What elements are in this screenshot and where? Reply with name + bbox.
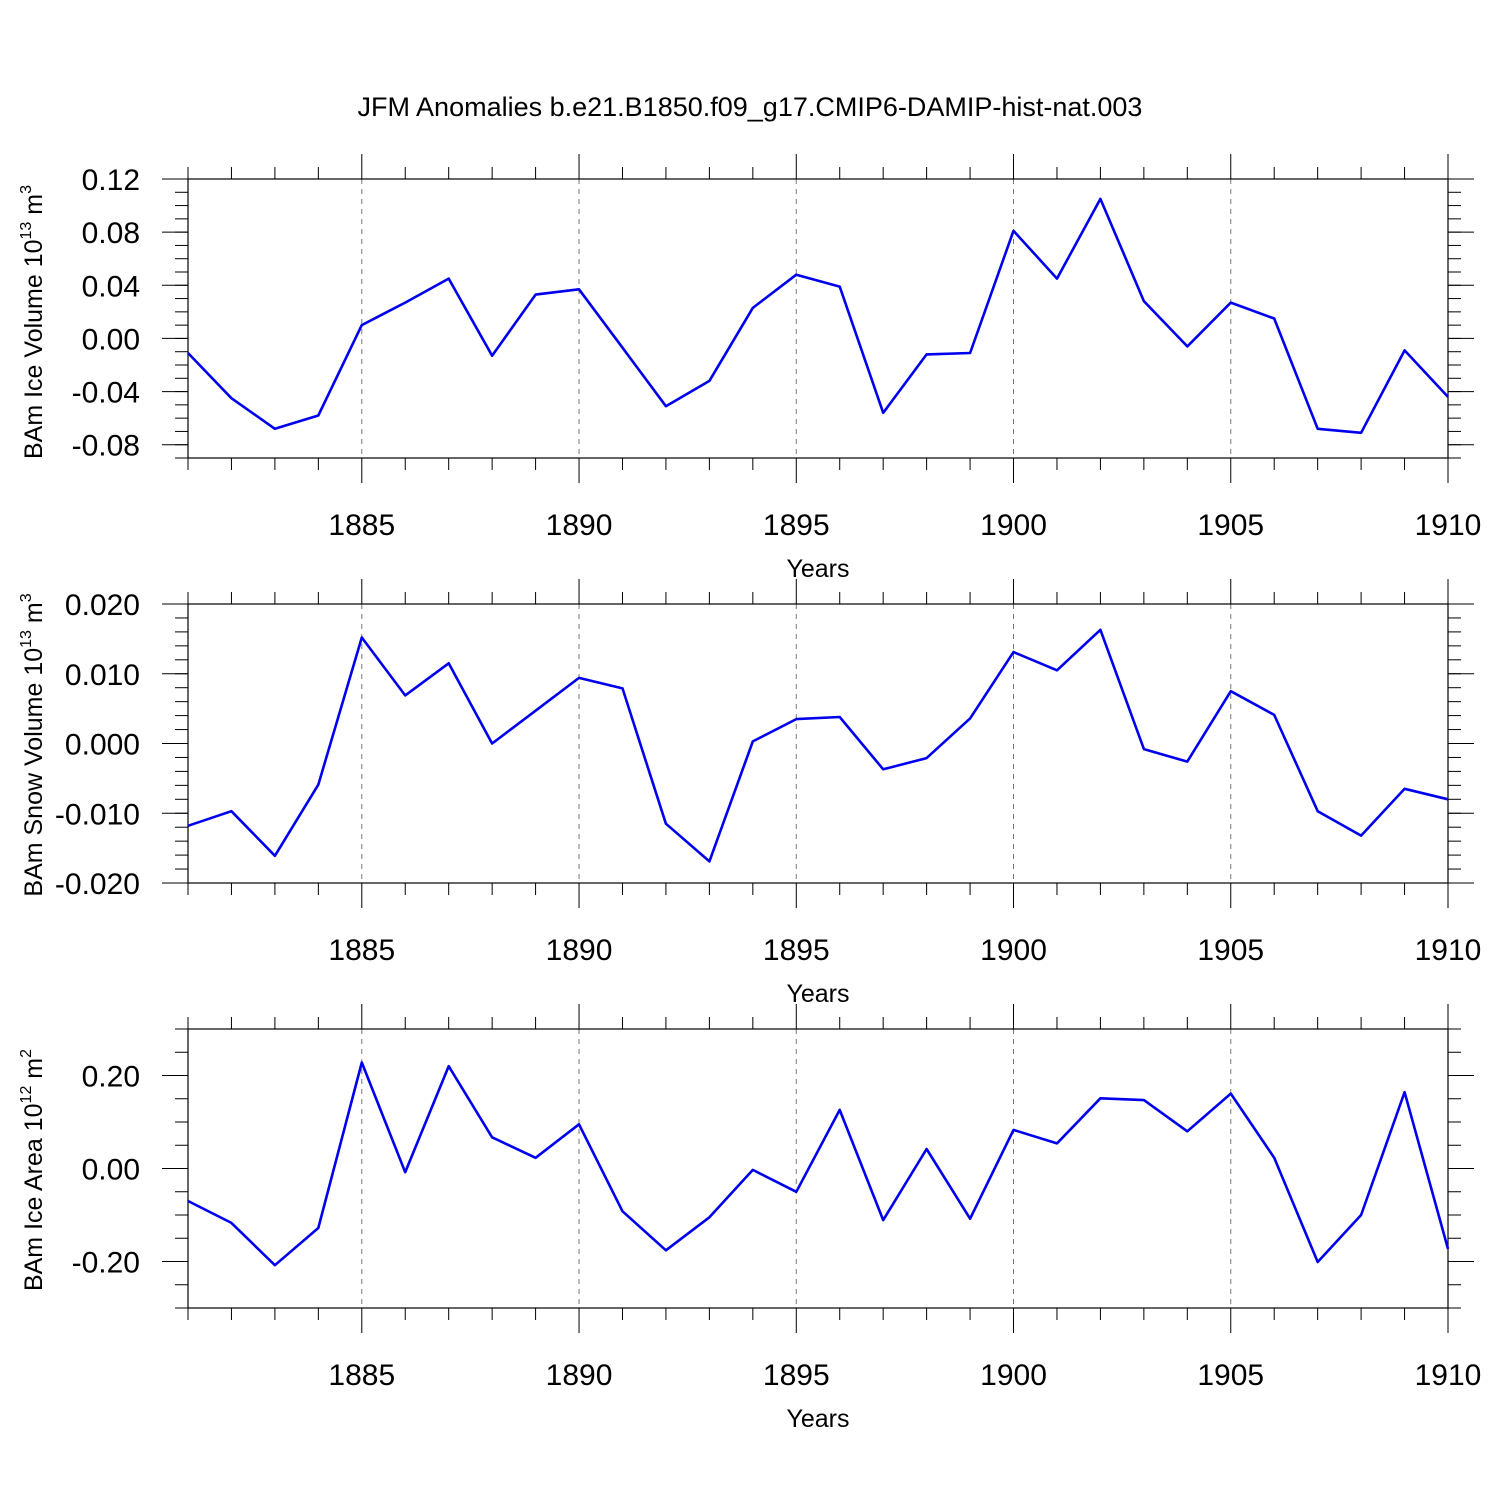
- x-axis-label: Years: [786, 555, 849, 583]
- y-tick-label: 0.08: [82, 217, 140, 250]
- panel-ice-area: -0.20 0.00 0.20 1885 1890 1895 1900 1905 1910 Yea…: [18, 1004, 1481, 1433]
- x-tick-label: 1905: [1197, 934, 1264, 967]
- y-axis-label: BAm Snow Volume 1013 m3: [18, 593, 48, 896]
- y-label-superscript: 13: [18, 630, 35, 648]
- y-label-superscript: 12: [18, 1086, 35, 1104]
- x-axis-label: Years: [786, 1405, 849, 1433]
- plot-frame: [187, 603, 1449, 884]
- x-tick-label: 1885: [328, 934, 395, 967]
- y-tick-label: 0.00: [82, 1154, 140, 1187]
- y-tick-label: -0.08: [72, 430, 140, 463]
- x-tick-label: 1900: [980, 1359, 1047, 1392]
- y-label-text: m: [20, 602, 48, 630]
- x-tick-label: 1890: [546, 509, 613, 542]
- x-tick-label: 1910: [1415, 509, 1482, 542]
- x-tick-label: 1905: [1197, 1359, 1264, 1392]
- y-tick-label: 0.010: [65, 659, 140, 692]
- x-tick-label: 1910: [1415, 934, 1482, 967]
- y-label-superscript: 2: [18, 1049, 35, 1058]
- x-tick-label: 1900: [980, 934, 1047, 967]
- y-label-text: BAm Ice Area 10: [20, 1103, 48, 1291]
- y-tick-label: 0.12: [82, 164, 140, 197]
- x-tick-label: 1895: [763, 1359, 830, 1392]
- x-tick-label: 1890: [546, 1359, 613, 1392]
- panel-ice-volume: -0.08 -0.04 0.00 0.04 0.08 0.12 1885 1890 1895 19…: [18, 154, 1481, 583]
- y-axis-label: BAm Ice Area 1012 m2: [18, 1049, 48, 1291]
- x-tick-label: 1885: [328, 509, 395, 542]
- y-label-superscript: 3: [18, 185, 35, 194]
- x-tick-label: 1890: [546, 934, 613, 967]
- y-tick-label: -0.020: [55, 868, 140, 901]
- plot-frame: [187, 1028, 1449, 1309]
- y-label-superscript: 13: [18, 222, 35, 240]
- y-label-text: m: [20, 1058, 48, 1086]
- y-tick-label: -0.010: [55, 798, 140, 831]
- y-label-text: BAm Ice Volume 10: [20, 239, 48, 459]
- x-tick-label: 1900: [980, 509, 1047, 542]
- y-tick-label: -0.20: [72, 1247, 140, 1280]
- y-label-text: BAm Snow Volume 10: [20, 648, 48, 897]
- x-tick-label: 1910: [1415, 1359, 1482, 1392]
- series-line: [187, 197, 1449, 435]
- y-axis-label: BAm Ice Volume 1013 m3: [18, 185, 48, 459]
- plot-frame: [187, 178, 1449, 459]
- panel-snow-volume: -0.020 -0.010 0.000 0.010 0.020 1885 1890 1895 1…: [18, 579, 1481, 1008]
- x-tick-label: 1895: [763, 934, 830, 967]
- series-line: [187, 628, 1449, 863]
- y-tick-label: 0.000: [65, 729, 140, 762]
- y-tick-label: 0.020: [65, 589, 140, 622]
- y-tick-label: 0.04: [82, 270, 140, 303]
- x-axis-label: Years: [786, 980, 849, 1008]
- series-line: [187, 1061, 1450, 1267]
- x-tick-label: 1895: [763, 509, 830, 542]
- x-tick-label: 1885: [328, 1359, 395, 1392]
- x-tick-label: 1905: [1197, 509, 1264, 542]
- y-label-superscript: 3: [18, 593, 35, 602]
- y-tick-label: 0.00: [82, 323, 140, 356]
- y-label-text: m: [20, 194, 48, 222]
- y-tick-label: 0.20: [82, 1061, 140, 1094]
- y-tick-label: -0.04: [72, 377, 140, 410]
- chart-title: JFM Anomalies b.e21.B1850.f09_g17.CMIP6-…: [358, 92, 1143, 122]
